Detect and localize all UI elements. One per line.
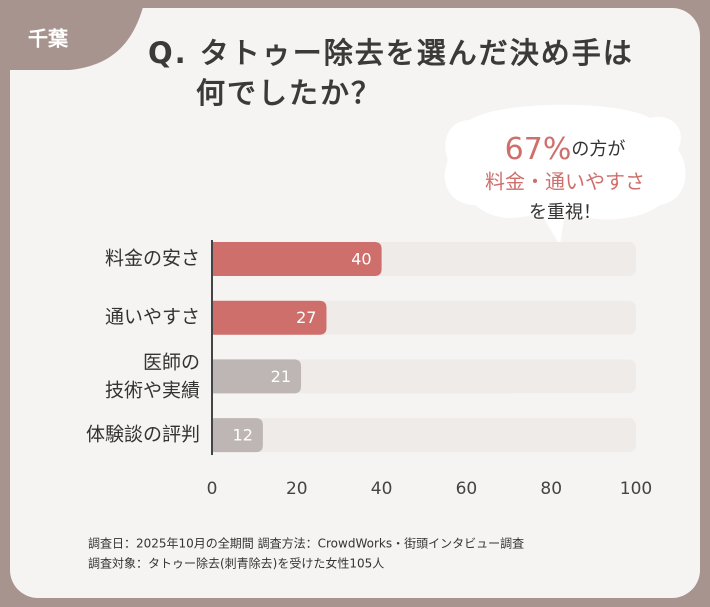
callout-highlight: 67% bbox=[505, 132, 572, 167]
bar-track bbox=[212, 418, 636, 453]
y-tick-label: 料金の安さ bbox=[105, 248, 200, 270]
badge: 千葉 bbox=[28, 27, 69, 51]
note: 調査対象：タトゥー除去(刺青除去)を受けた女性105人 bbox=[88, 556, 384, 571]
x-tick-label: 40 bbox=[371, 479, 393, 499]
callout-text: を重視！ bbox=[529, 202, 601, 223]
bar bbox=[212, 359, 302, 394]
bar bbox=[212, 418, 263, 453]
value-label: 21 bbox=[271, 367, 291, 386]
bar bbox=[212, 242, 382, 276]
y-tick-label: 医師の技術や実績 bbox=[105, 351, 200, 401]
value-label: 40 bbox=[351, 250, 371, 269]
callout-line: 67%の方が bbox=[505, 132, 626, 167]
badge-bg bbox=[0, 0, 145, 70]
y-tick-label: 通いやすさ bbox=[105, 306, 200, 328]
x-tick-label: 20 bbox=[286, 479, 308, 499]
x-tick-label: 100 bbox=[620, 479, 652, 499]
x-tick-label: 80 bbox=[540, 479, 562, 499]
x-tick-label: 60 bbox=[456, 479, 478, 499]
bar bbox=[212, 300, 327, 335]
y-tick-label: 体験談の評判 bbox=[86, 424, 200, 446]
callout-text: の方が bbox=[571, 139, 625, 160]
callout-bubble bbox=[444, 104, 686, 245]
callout-highlight: 料金・通いやすさ bbox=[485, 170, 645, 194]
x-tick-label: 0 bbox=[207, 479, 218, 499]
chart-title: Q. タトゥー除去を選んだ決め手は何でしたか？ bbox=[148, 36, 634, 110]
note: 調査日：2025年10月の全期間 調査方法：CrowdWorks・街頭インタビュ… bbox=[88, 536, 524, 551]
bar-track bbox=[212, 359, 636, 394]
value-label: 27 bbox=[296, 308, 316, 327]
value-label: 12 bbox=[233, 426, 253, 445]
